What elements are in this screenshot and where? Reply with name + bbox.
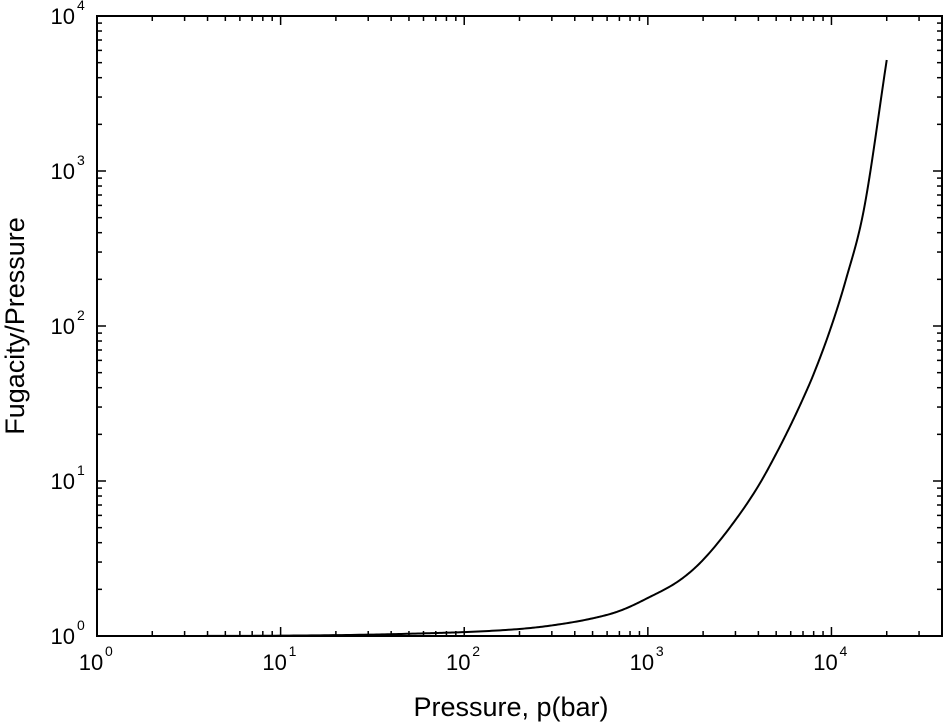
ticks-layer [96, 15, 943, 637]
x-tick-exponent: 0 [105, 643, 113, 659]
x-tick-exponent: 2 [472, 643, 480, 659]
x-tick-exponent: 3 [656, 643, 664, 659]
series-layer [184, 59, 888, 637]
x-tick-exponent: 4 [839, 643, 847, 659]
x-tick-label: 10 [813, 650, 837, 675]
y-tick-label: 10 [51, 624, 75, 649]
y-tick-exponent: 0 [77, 617, 85, 633]
x-tick-label: 10 [262, 650, 286, 675]
plot-frame [96, 15, 943, 637]
y-tick-exponent: 1 [77, 462, 85, 478]
x-tick-label: 10 [79, 650, 103, 675]
y-tick-label: 10 [51, 469, 75, 494]
y-tick-label: 10 [51, 159, 75, 184]
y-tick-label: 10 [51, 314, 75, 339]
x-tick-label: 10 [630, 650, 654, 675]
y-tick-label: 10 [51, 4, 75, 29]
series-line [184, 59, 888, 637]
x-tick-exponent: 1 [289, 643, 297, 659]
labels-layer: 10 0 10 1 10 2 10 3 10 410 010 110 210 310 4 [51, 0, 848, 675]
x-tick-label: 10 [446, 650, 470, 675]
y-axis-title: Fugacity/Pressure [0, 217, 30, 435]
x-axis-title: Pressure, p(bar) [413, 692, 608, 722]
y-tick-exponent: 4 [77, 0, 85, 13]
y-tick-exponent: 3 [77, 152, 85, 168]
y-tick-exponent: 2 [77, 307, 85, 323]
